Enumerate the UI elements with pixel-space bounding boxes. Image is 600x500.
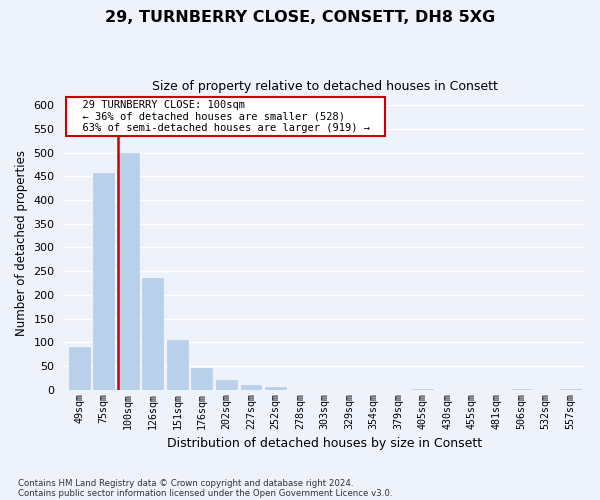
Text: Contains HM Land Registry data © Crown copyright and database right 2024.: Contains HM Land Registry data © Crown c… (18, 478, 353, 488)
Text: 29, TURNBERRY CLOSE, CONSETT, DH8 5XG: 29, TURNBERRY CLOSE, CONSETT, DH8 5XG (105, 10, 495, 25)
Text: Contains public sector information licensed under the Open Government Licence v3: Contains public sector information licen… (18, 488, 392, 498)
Bar (191, 368, 212, 390)
Bar (412, 389, 433, 390)
Bar (69, 347, 89, 390)
Bar (216, 380, 237, 390)
Bar (142, 278, 163, 390)
Bar (167, 340, 188, 390)
Bar (511, 389, 532, 390)
Bar (560, 389, 581, 390)
Bar (93, 173, 114, 390)
Y-axis label: Number of detached properties: Number of detached properties (15, 150, 28, 336)
Bar (265, 386, 286, 390)
X-axis label: Distribution of detached houses by size in Consett: Distribution of detached houses by size … (167, 437, 482, 450)
Bar (241, 385, 262, 390)
Title: Size of property relative to detached houses in Consett: Size of property relative to detached ho… (152, 80, 497, 93)
Text: 29 TURNBERRY CLOSE: 100sqm
  ← 36% of detached houses are smaller (528)
  63% of: 29 TURNBERRY CLOSE: 100sqm ← 36% of deta… (70, 100, 382, 133)
Bar (118, 152, 139, 390)
